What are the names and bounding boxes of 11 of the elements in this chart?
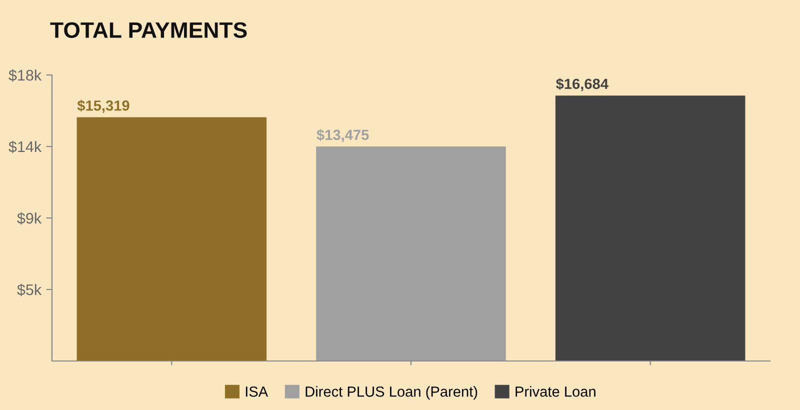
- chart-title: TOTAL PAYMENTS: [50, 22, 247, 38]
- legend-label: Private Loan: [516, 386, 596, 397]
- y-tick-label: $18k: [8, 69, 42, 82]
- data-label: $13,475: [316, 129, 369, 142]
- y-tick-label: $9k: [17, 212, 42, 225]
- y-tick-label: $14k: [8, 140, 42, 154]
- y-tick-label: $5k: [17, 284, 42, 296]
- legend-label: Direct PLUS Loan (Parent): [306, 386, 478, 400]
- data-label: $15,319: [77, 100, 130, 113]
- data-label: $16,684: [556, 78, 608, 92]
- legend-label: ISA: [246, 386, 268, 397]
